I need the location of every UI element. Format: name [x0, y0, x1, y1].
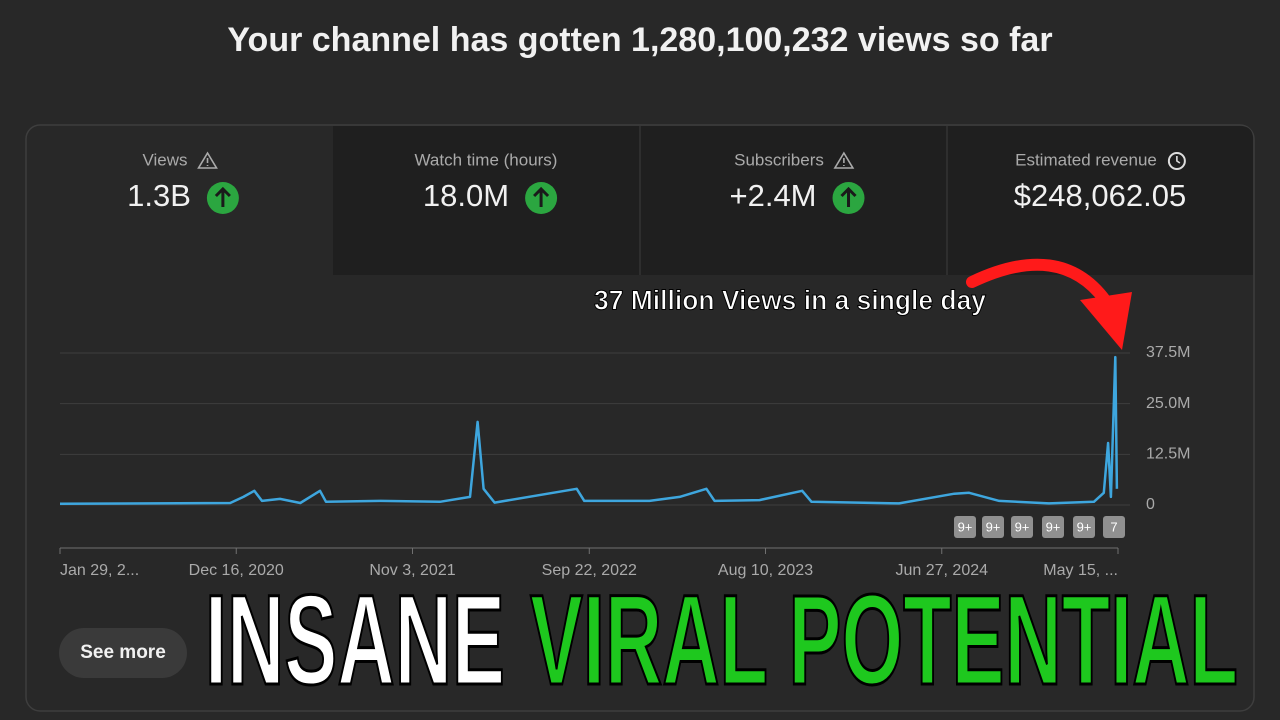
- see-more-button[interactable]: [59, 628, 187, 678]
- x-tick-label: Sep 22, 2022: [542, 562, 637, 579]
- y-tick-label: 0: [1146, 496, 1155, 513]
- annotation-arrowhead: [1080, 292, 1132, 350]
- metric-label: Views: [142, 150, 187, 169]
- trend-up-arrow: [533, 186, 550, 207]
- event-badge-label: 7: [1110, 519, 1117, 534]
- warning-icon: [833, 151, 855, 169]
- metric-label: Estimated revenue: [1015, 150, 1157, 169]
- annotation-arrow: [966, 258, 1111, 306]
- event-badge-label: 9+: [986, 519, 1001, 534]
- clock-icon: [1167, 152, 1186, 170]
- metric-value: 18.0M: [423, 178, 509, 213]
- event-badge: [1011, 516, 1033, 538]
- tab-strip: [333, 126, 1253, 275]
- event-badge: [1042, 516, 1064, 538]
- event-badge: [982, 516, 1004, 538]
- event-badge: [954, 516, 976, 538]
- overlay-white: INSANE: [205, 569, 505, 712]
- event-badge: [1103, 516, 1125, 538]
- event-badge-label: 9+: [1015, 519, 1030, 534]
- event-badge-label: 9+: [1077, 519, 1092, 534]
- annotation: 37 Million Views in a single day: [594, 284, 986, 315]
- y-tick-label: 37.5M: [1146, 344, 1190, 361]
- see-more-label[interactable]: See more: [80, 642, 166, 663]
- overlay-green: VIRAL POTENTIAL: [530, 569, 1238, 712]
- metric-label: Watch time (hours): [415, 150, 558, 169]
- x-tick-label: May 15, ...: [1043, 562, 1118, 579]
- event-badge: [1073, 516, 1095, 538]
- x-tick-label: Dec 16, 2020: [189, 562, 284, 579]
- event-badge-label: 9+: [1046, 519, 1061, 534]
- clock-hand: [1176, 156, 1181, 164]
- page-title: Your channel has gotten 1,280,100,232 vi…: [227, 21, 1052, 59]
- views-line: [59, 355, 1119, 506]
- trend-up-arrow: [840, 186, 857, 207]
- trend-up-arrow: [214, 186, 231, 207]
- metric-value: +2.4M: [729, 178, 816, 213]
- y-tick-label: 25.0M: [1146, 395, 1190, 412]
- y-tick-label: 12.5M: [1146, 446, 1190, 463]
- metric-label: Subscribers: [734, 150, 824, 169]
- x-tick-label: Aug 10, 2023: [718, 562, 813, 579]
- x-tick-label: Nov 3, 2021: [369, 562, 455, 579]
- metric-value: $248,062.05: [1014, 178, 1186, 213]
- x-tick-label: Jun 27, 2024: [895, 562, 988, 579]
- x-tick-label: Jan 29, 2...: [60, 562, 139, 579]
- metric-value: 1.3B: [127, 178, 191, 213]
- warning-icon: [197, 151, 218, 169]
- event-badge-label: 9+: [958, 519, 973, 534]
